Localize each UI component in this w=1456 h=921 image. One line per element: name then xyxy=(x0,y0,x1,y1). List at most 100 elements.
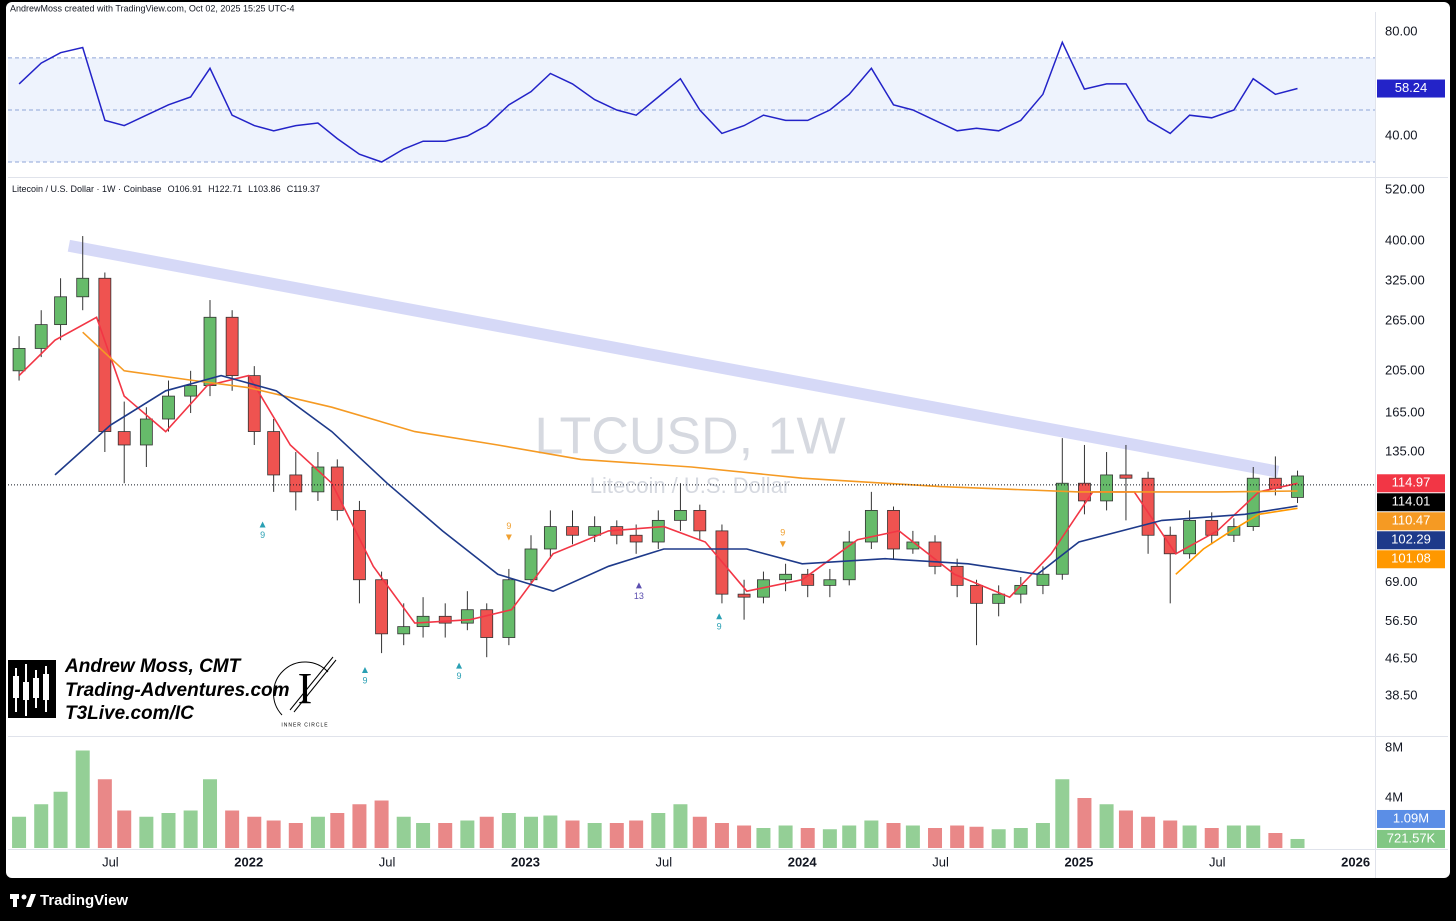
volume-bar xyxy=(1077,798,1092,848)
volume-bar xyxy=(800,828,815,848)
td-marker-label: 9 xyxy=(457,671,462,681)
price-label: 114.97 xyxy=(1392,475,1431,490)
td-marker xyxy=(505,534,512,541)
candle-body xyxy=(674,509,687,521)
volume-bar xyxy=(1268,833,1283,848)
x-tick-label: 2026 xyxy=(1341,854,1370,869)
candle-body xyxy=(651,519,665,543)
volume-bar xyxy=(396,816,411,848)
x-tick-label: Jul xyxy=(1209,854,1226,869)
volume-bar xyxy=(1226,825,1241,848)
author-site: Trading-Adventures.com xyxy=(65,680,290,701)
legend-value: 103.86 xyxy=(253,184,281,194)
volume-bar xyxy=(501,813,516,848)
volume-bar xyxy=(117,810,132,848)
volume-bar xyxy=(374,800,389,848)
trendline xyxy=(67,239,1280,478)
volume-bar xyxy=(587,823,602,848)
price-label-box xyxy=(1377,493,1445,512)
candle-body xyxy=(460,609,474,624)
y-tick-label: 46.50 xyxy=(1385,651,1418,666)
footer-logo xyxy=(10,894,36,907)
svg-text:I: I xyxy=(298,664,313,713)
volume-bar xyxy=(950,825,965,848)
candle-body xyxy=(588,526,602,536)
panel xyxy=(6,2,1450,878)
branding-logo xyxy=(8,660,56,718)
volume-bar xyxy=(460,820,475,848)
x-tick-label: 2024 xyxy=(788,854,818,869)
y-tick-label: 165.00 xyxy=(1385,404,1425,419)
candle-body xyxy=(1100,474,1113,502)
td-marker xyxy=(456,662,463,669)
td-marker xyxy=(259,521,266,528)
volume-bar xyxy=(12,816,27,848)
inner-circle-logo: I xyxy=(273,656,337,716)
price-label-box xyxy=(1377,531,1445,550)
volume-bar xyxy=(692,816,707,848)
candle-body xyxy=(267,431,281,476)
volume-bar xyxy=(1118,810,1133,848)
candle-body xyxy=(117,431,131,446)
volume-bar xyxy=(203,779,218,848)
candle-body xyxy=(12,348,26,372)
x-tick-label: 2025 xyxy=(1064,854,1093,869)
volume-bar xyxy=(53,791,68,848)
volume-bar xyxy=(1055,779,1070,848)
rsi-pane xyxy=(8,40,1375,163)
volume-label-box xyxy=(1377,829,1445,848)
td-marker xyxy=(779,541,786,548)
volume-bar xyxy=(1035,823,1050,848)
volume-bar xyxy=(352,804,367,848)
td-marker-label: 13 xyxy=(634,591,644,601)
price-label-box xyxy=(1377,512,1445,531)
volume-bar xyxy=(714,823,729,848)
price-label-box xyxy=(1377,474,1445,493)
candle-body xyxy=(353,509,366,581)
x-tick-label: 2022 xyxy=(234,854,263,869)
author-name: Andrew Moss, CMT xyxy=(64,656,242,677)
legend-prefix: L xyxy=(248,184,253,194)
volume-bar xyxy=(247,816,262,848)
volume-bar xyxy=(629,820,644,848)
price-label: 101.08 xyxy=(1391,551,1431,566)
price-label: 102.29 xyxy=(1391,532,1431,547)
volume-bar xyxy=(778,825,793,848)
price-label: 114.01 xyxy=(1392,494,1431,509)
volume-label: 721.57K xyxy=(1387,830,1436,845)
legend-title: Litecoin / U.S. Dollar · 1W · Coinbase xyxy=(12,184,162,194)
candle-body xyxy=(289,474,303,493)
candle-body xyxy=(438,615,452,624)
candle-body xyxy=(203,316,217,386)
volume-bar xyxy=(479,816,494,848)
volume-bar xyxy=(416,823,431,848)
candle-body xyxy=(184,385,198,397)
volume-bar xyxy=(737,825,752,848)
candle-body xyxy=(887,509,900,550)
volume-bar xyxy=(928,828,943,848)
volume-bar xyxy=(75,750,90,848)
candle-body xyxy=(1119,474,1133,479)
volume-bar xyxy=(1204,828,1219,848)
volume-bar xyxy=(330,813,345,848)
volume-bar xyxy=(1141,816,1156,848)
candle-body xyxy=(54,296,67,326)
candle-body xyxy=(416,615,430,628)
volume-bar xyxy=(97,779,112,848)
rsi-tick-label: 80.00 xyxy=(1385,23,1418,38)
y-tick-label: 38.50 xyxy=(1385,687,1418,702)
candle-body xyxy=(76,277,90,298)
candle-body xyxy=(524,548,538,581)
volume-bar xyxy=(565,820,580,848)
volume-bar xyxy=(822,829,837,848)
volume-bar xyxy=(842,825,857,848)
rsi-value-label: 58.24 xyxy=(1395,80,1428,95)
candle-body xyxy=(34,324,48,349)
volume-bar xyxy=(438,823,453,848)
x-tick-label: 2023 xyxy=(511,854,540,869)
volume-bar xyxy=(543,815,558,848)
volume-bar xyxy=(1013,828,1028,848)
candle-body xyxy=(139,418,153,446)
price-label: 110.47 xyxy=(1392,513,1431,528)
